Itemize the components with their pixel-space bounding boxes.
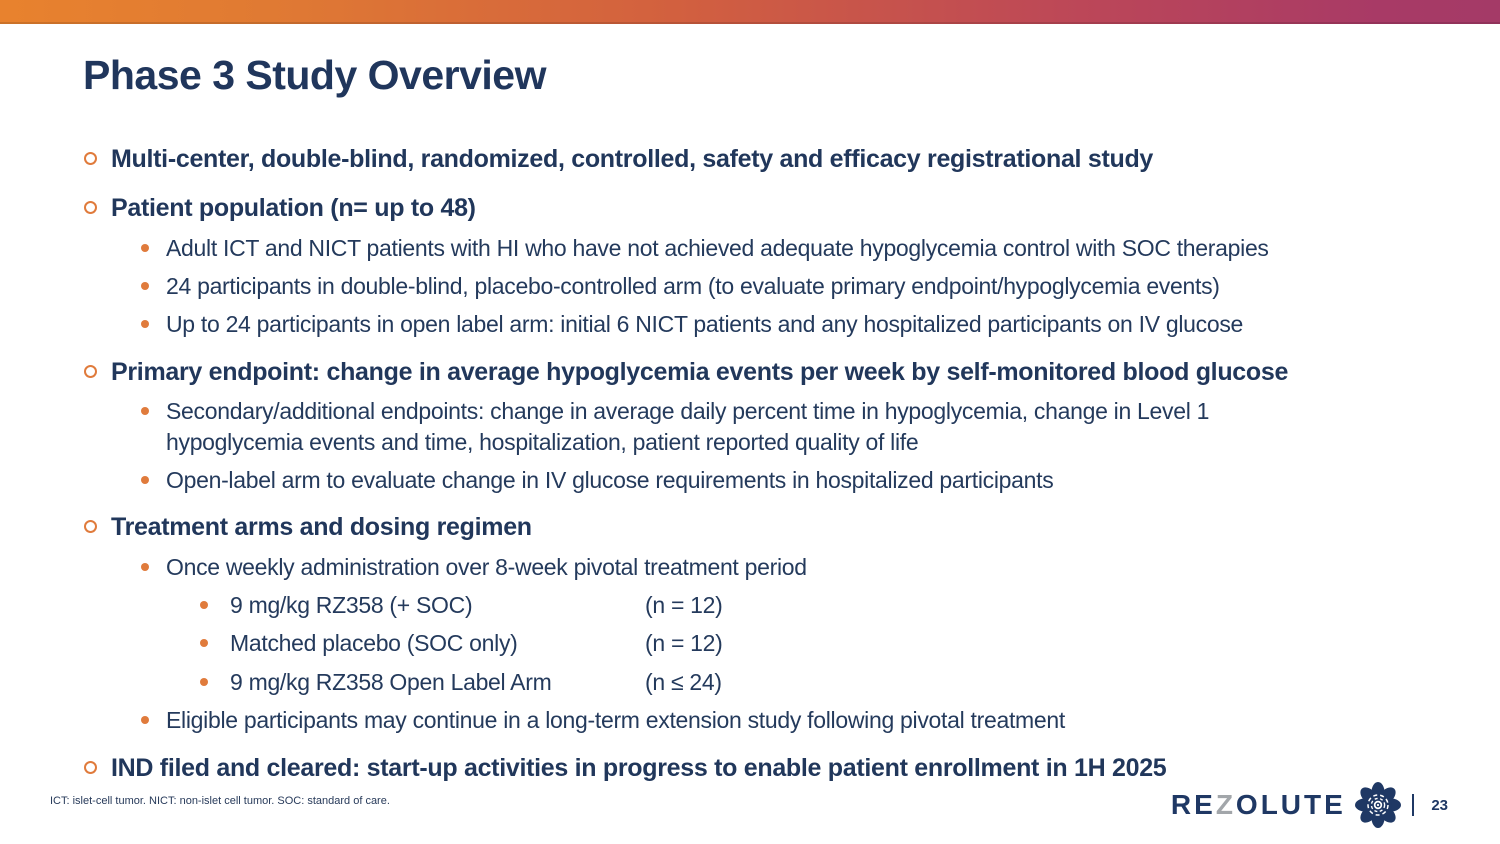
bullet-item: 24 participants in double-blind, placebo… (0, 271, 1480, 302)
bullet-item: IND filed and cleared: start-up activiti… (0, 752, 1480, 785)
lotus-mandala-icon (1354, 782, 1401, 828)
rezolute-wordmark: REZOLUTE (1171, 791, 1346, 819)
treatment-arm-n: (n = 12) (645, 630, 723, 656)
top-accent-bar (0, 0, 1500, 24)
bullet-text: 24 participants in double-blind, placebo… (166, 273, 1220, 299)
bullet-dot-icon (141, 244, 149, 252)
bullet-item: Open-label arm to evaluate change in IV … (0, 465, 1480, 496)
bullet-text: Once weekly administration over 8-week p… (166, 554, 807, 580)
bullet-item-treatment-arm: 9 mg/kg RZ358 Open Label Arm (n ≤ 24) (0, 667, 1480, 698)
treatment-arm-label: 9 mg/kg RZ358 (+ SOC) (230, 592, 473, 618)
bullet-dot-icon (141, 320, 149, 328)
bullet-text: Treatment arms and dosing regimen (111, 513, 532, 541)
bullet-text: Primary endpoint: change in average hypo… (111, 358, 1289, 386)
wordmark-re: RE (1170, 789, 1216, 820)
bullet-text: Open-label arm to evaluate change in IV … (166, 467, 1054, 493)
bullet-item: Eligible participants may continue in a … (0, 705, 1480, 736)
bullet-dot-icon (141, 282, 149, 290)
treatment-arm-label: 9 mg/kg RZ358 Open Label Arm (230, 669, 552, 695)
bullet-dot-icon (200, 601, 208, 609)
bullet-text: Adult ICT and NICT patients with HI who … (166, 235, 1269, 261)
bullet-dot-icon (141, 476, 149, 484)
separator-bar (1411, 794, 1415, 816)
bullet-circle-icon (84, 152, 97, 165)
bullet-dot-icon (200, 639, 208, 647)
bullet-item: Primary endpoint: change in average hypo… (0, 356, 1480, 389)
bullet-item: Patient population (n= up to 48) (0, 192, 1480, 225)
bullet-dot-icon (141, 563, 149, 571)
bullet-text: IND filed and cleared: start-up activiti… (111, 754, 1167, 782)
brand-footer: REZOLUTE 23 (1171, 782, 1448, 828)
bullet-item: Adult ICT and NICT patients with HI who … (0, 233, 1480, 264)
bullet-text-line: Secondary/additional endpoints: change i… (166, 398, 1210, 424)
wordmark-olute: OLUTE (1235, 789, 1346, 820)
bullet-item-treatment-arm: Matched placebo (SOC only) (n = 12) (0, 628, 1480, 659)
treatment-arm-n: (n = 12) (645, 592, 723, 618)
wordmark-z: Z (1215, 789, 1236, 820)
bullet-text: Patient population (n= up to 48) (111, 194, 476, 222)
bullet-item: Once weekly administration over 8-week p… (0, 552, 1480, 583)
bullet-text: Up to 24 participants in open label arm:… (166, 311, 1244, 337)
bullet-item: Treatment arms and dosing regimen (0, 511, 1480, 544)
bullet-dot-icon (141, 716, 149, 724)
bullet-item: Secondary/additional endpoints: change i… (0, 396, 1480, 458)
treatment-arm-label: Matched placebo (SOC only) (230, 630, 518, 656)
bullet-dot-icon (200, 678, 208, 686)
footnote-abbreviations: ICT: islet-cell tumor. NICT: non-islet c… (50, 795, 390, 807)
page-number: 23 (1431, 796, 1448, 814)
bullet-text: Multi-center, double-blind, randomized, … (111, 145, 1154, 173)
treatment-arm-n: (n ≤ 24) (645, 669, 722, 695)
bullet-item: Up to 24 participants in open label arm:… (0, 309, 1480, 340)
bullet-item: Multi-center, double-blind, randomized, … (0, 143, 1480, 176)
bullet-circle-icon (84, 365, 97, 378)
page-title: Phase 3 Study Overview (83, 52, 547, 98)
bullet-circle-icon (84, 201, 97, 214)
bullet-text-line: hypoglycemia events and time, hospitaliz… (166, 429, 919, 455)
bullet-circle-icon (84, 520, 97, 533)
bullet-text: Eligible participants may continue in a … (166, 707, 1065, 733)
bullet-item-treatment-arm: 9 mg/kg RZ358 (+ SOC) (n = 12) (0, 590, 1480, 621)
bullet-dot-icon (141, 407, 149, 415)
bullet-circle-icon (84, 761, 97, 774)
